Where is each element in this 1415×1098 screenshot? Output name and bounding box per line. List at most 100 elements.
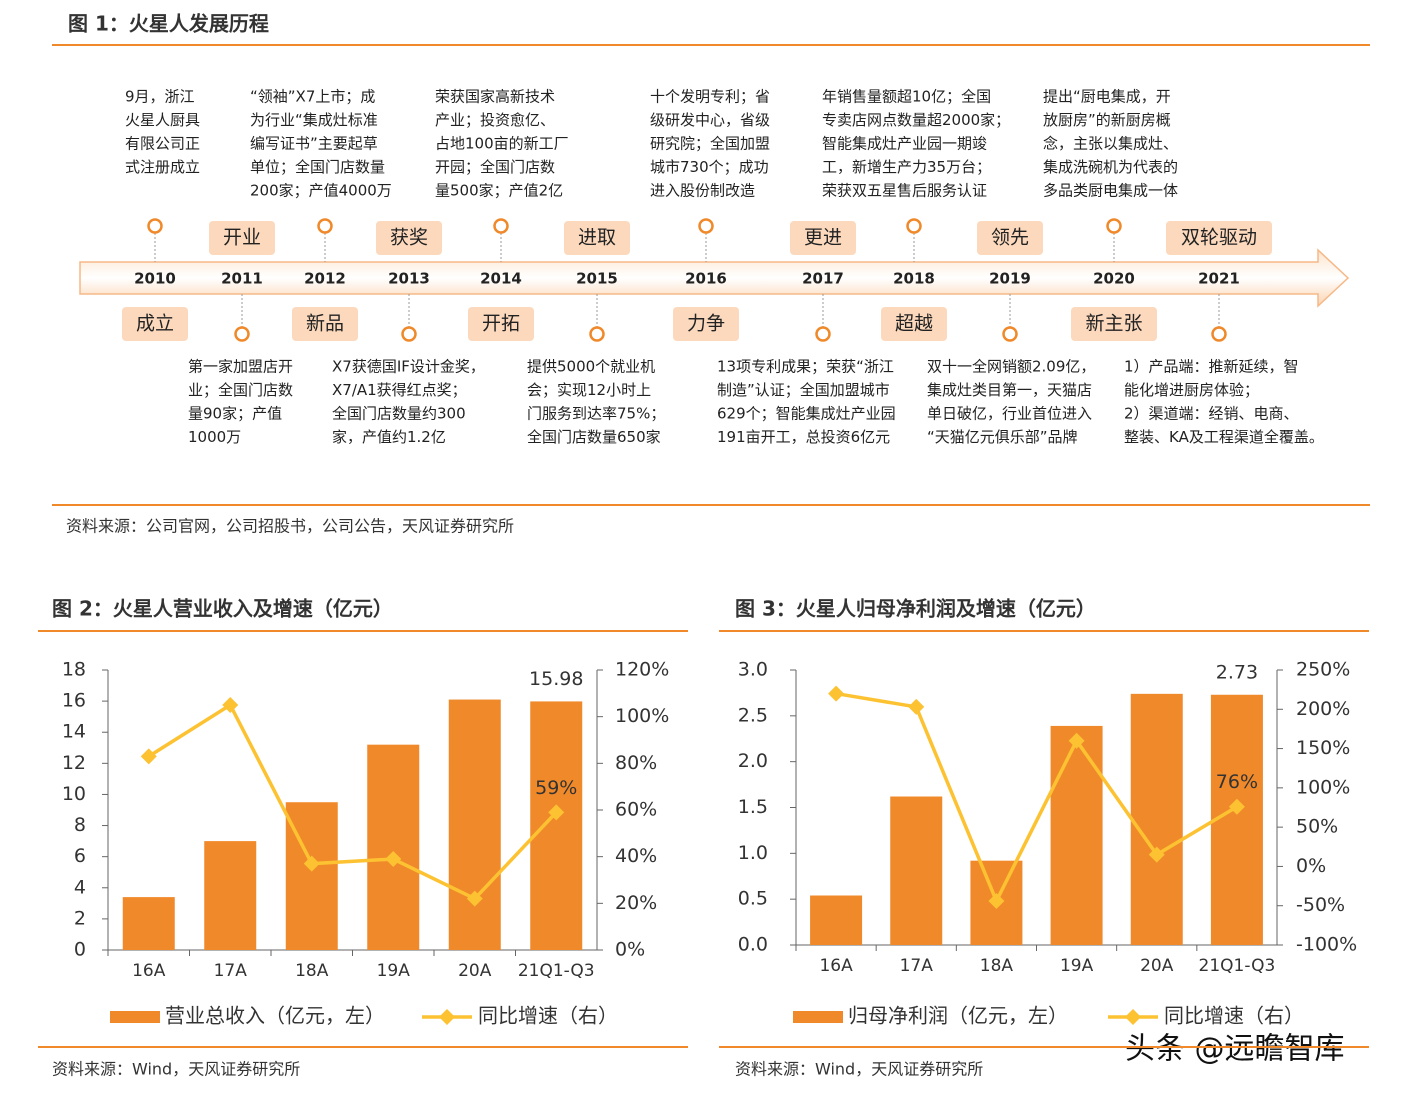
point xyxy=(988,893,1005,909)
point xyxy=(140,748,157,765)
description-line: 191亩开工，总投资6亿元 xyxy=(717,428,890,446)
description-line: 629个；智能集成灶产业园 xyxy=(717,405,896,423)
bar xyxy=(810,895,863,945)
description-line: X7/A1获得红点奖； xyxy=(332,381,467,399)
y2-tick-label: 120% xyxy=(615,659,669,681)
keyword-box xyxy=(977,221,1043,255)
y2-tick-label: 150% xyxy=(1296,737,1350,759)
x-tick-label: 16A xyxy=(132,961,166,981)
year: 2016 xyxy=(685,270,727,288)
y-tick-label: 6 xyxy=(74,845,86,867)
year: 2013 xyxy=(388,270,430,288)
description-line: 有限公司正 xyxy=(125,135,200,153)
y2-tick-label: 250% xyxy=(1296,659,1350,681)
year: 2012 xyxy=(304,270,346,288)
legend-swatch xyxy=(793,1011,843,1023)
description-line: 多品类厨电集成一体 xyxy=(1043,182,1178,200)
x-tick-label: 18A xyxy=(295,961,329,981)
x-tick-label: 19A xyxy=(1060,956,1094,976)
description-line: 1000万 xyxy=(188,428,241,446)
point xyxy=(1068,732,1085,749)
description-line: “领袖”X7上市；成 xyxy=(250,88,375,106)
point xyxy=(466,890,483,907)
description-line: 荣获国家高新技术 xyxy=(435,88,555,106)
description-line: 制造”认证；全国加盟城市 xyxy=(717,381,890,399)
y-tick-label: 10 xyxy=(62,783,86,805)
description-line: 业；全国门店数 xyxy=(188,381,293,399)
description-line: 2）渠道端：经销、电商、 xyxy=(1124,405,1299,423)
source: 资料来源：公司官网，公司招股书，公司公告，天风证券研究所 xyxy=(66,517,514,536)
bar xyxy=(1050,725,1103,945)
description-line: 进入股份制改造 xyxy=(650,182,755,200)
timeline-arrow xyxy=(79,248,1350,308)
y-tick-label: 4 xyxy=(74,876,86,898)
description-line: X7获德国IF设计金奖， xyxy=(332,358,485,376)
x-tick-label: 20A xyxy=(1140,956,1174,976)
year: 2014 xyxy=(480,270,522,288)
point xyxy=(828,685,845,702)
bar xyxy=(204,841,257,950)
description-line: 整装、KA及工程渠道全覆盖。 xyxy=(1124,428,1324,446)
keyword-box xyxy=(122,307,188,341)
keyword: 成立 xyxy=(136,313,174,335)
x-tick-label: 19A xyxy=(377,961,411,981)
y-tick-label: 0.0 xyxy=(738,934,768,956)
keyword-box xyxy=(673,307,739,341)
y2-tick-label: 100% xyxy=(615,705,669,727)
y2-tick-label: 0% xyxy=(615,939,645,961)
description-line: 9月，浙江 xyxy=(125,88,195,106)
legend-marker xyxy=(1125,1009,1141,1025)
description-line: 单日破亿，行业首位进入 xyxy=(927,405,1092,423)
description-line: 提供5000个就业机 xyxy=(527,358,655,376)
description-line: 城市730个；成功 xyxy=(650,158,769,176)
keyword-box xyxy=(564,221,630,255)
description-line: 全国门店数量约300 xyxy=(332,405,466,423)
source: 资料来源：Wind，天风证券研究所 xyxy=(735,1060,983,1079)
bar xyxy=(890,796,943,945)
point-label: 59% xyxy=(535,777,577,799)
y-tick-label: 1.0 xyxy=(738,842,768,864)
description-line: 全国门店数量650家 xyxy=(527,428,661,446)
description-line: 200家；产值4000万 xyxy=(250,182,392,200)
marker xyxy=(1106,218,1122,234)
y-tick-label: 3.0 xyxy=(738,659,768,681)
x-tick-label: 21Q1-Q3 xyxy=(518,961,595,981)
x-tick-label: 17A xyxy=(214,961,248,981)
figure-title: 图 1：火星人发展历程 xyxy=(68,12,269,36)
description-line: 会；实现12小时上 xyxy=(527,381,651,399)
description-line: 能化增进厨房体验； xyxy=(1124,381,1259,399)
y-tick-label: 1.5 xyxy=(738,796,768,818)
y2-tick-label: 50% xyxy=(1296,816,1338,838)
description-line: 式注册成立 xyxy=(125,158,200,176)
keyword: 进取 xyxy=(578,227,616,249)
bar xyxy=(1130,693,1183,945)
point xyxy=(222,697,239,713)
keyword-box xyxy=(376,221,442,255)
keyword: 开拓 xyxy=(482,313,520,335)
keyword-box xyxy=(790,221,856,255)
y2-tick-label: 40% xyxy=(615,845,657,867)
description-line: 专卖店网点数量超2000家； xyxy=(822,111,1010,129)
point xyxy=(1228,798,1245,815)
point xyxy=(385,851,402,867)
description-line: 念，主张以集成灶、 xyxy=(1043,135,1178,153)
description-line: 量500家；产值2亿 xyxy=(435,182,563,200)
y-tick-label: 12 xyxy=(62,752,86,774)
description-line: 门服务到达率75%； xyxy=(527,405,665,423)
keyword-box xyxy=(1166,221,1272,255)
description-line: 火星人厨具 xyxy=(125,111,200,129)
y2-tick-label: 20% xyxy=(615,892,657,914)
y-tick-label: 0 xyxy=(74,939,86,961)
point xyxy=(548,804,565,821)
keyword: 更进 xyxy=(804,227,842,249)
marker xyxy=(698,218,714,234)
year: 2010 xyxy=(134,270,176,288)
point xyxy=(303,855,320,872)
keyword-box xyxy=(1071,307,1157,341)
description-line: “天猫亿元俱乐部”品牌 xyxy=(927,428,1078,446)
chart-title: 图 3：火星人归母净利润及增速（亿元） xyxy=(735,597,1096,621)
year: 2018 xyxy=(893,270,935,288)
bar xyxy=(285,802,338,950)
marker xyxy=(906,218,922,234)
